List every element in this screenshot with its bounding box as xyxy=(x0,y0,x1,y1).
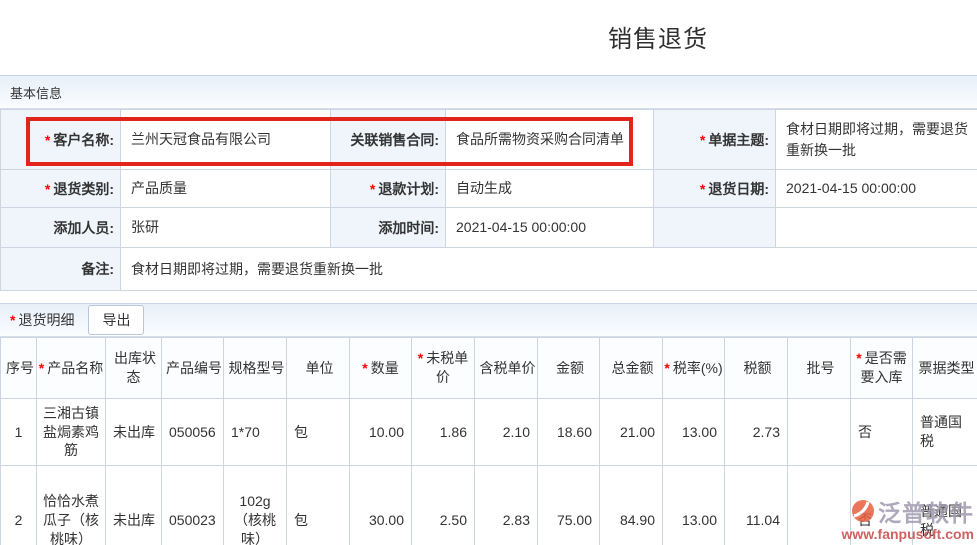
required-asterisk: * xyxy=(369,180,376,197)
required-asterisk: * xyxy=(699,131,706,148)
cell-product-code: 050023 xyxy=(161,465,224,545)
cell-tax-rate: 13.00 xyxy=(662,465,725,545)
customer-name-label: * 客户名称: xyxy=(0,109,121,170)
cell-amount: 75.00 xyxy=(537,465,600,545)
return-date-label: * 退货日期: xyxy=(653,169,776,208)
form-row-3: 添加人员: 张研 添加时间: 2021-04-15 00:00:00 xyxy=(0,207,977,248)
remark-label: 备注: xyxy=(0,247,121,291)
cell-outbound-status: 未出库 xyxy=(105,465,162,545)
related-sales-contract-label: 关联销售合同: xyxy=(330,109,446,170)
cell-batch-no xyxy=(787,398,851,466)
customer-name-value: 兰州天冠食品有限公司 xyxy=(120,109,331,170)
col-tax-rate: * 税率(%) xyxy=(662,337,725,399)
empty-value-cell xyxy=(775,207,977,248)
cell-need-inbound: 否 xyxy=(850,398,913,466)
required-asterisk: * xyxy=(699,180,706,197)
cell-outbound-status: 未出库 xyxy=(105,398,162,466)
cell-total-amount: 21.00 xyxy=(599,398,663,466)
section-header-basic-info: 基本信息 xyxy=(0,75,977,109)
detail-row-1: 1 三湘古镇 盐焗素鸡筋 未出库 050056 1*70 包 10.00 1.8… xyxy=(0,398,977,466)
col-amount: 金额 xyxy=(537,337,600,399)
detail-row-2: 2 恰恰水煮瓜子（核桃味） 未出库 050023 102g（核桃味） 包 30.… xyxy=(0,465,977,545)
cell-quantity: 10.00 xyxy=(349,398,412,466)
cell-price-taxed: 2.10 xyxy=(474,398,538,466)
added-by-label: 添加人员: xyxy=(0,207,121,248)
required-asterisk: * xyxy=(44,180,51,197)
cell-product-name: 三湘古镇 盐焗素鸡筋 xyxy=(36,398,106,466)
detail-header-row: 序号 * 产品名称 出库状态 产品编号 规格型号 单位 * 数量 * 未税单价 含税单… xyxy=(0,337,977,399)
cell-tax-amount: 2.73 xyxy=(724,398,788,466)
return-category-label: * 退货类别: xyxy=(0,169,121,208)
form-row-remark: 备注: 食材日期即将过期，需要退货重新换一批 xyxy=(0,247,977,291)
cell-invoice-type: 普通国税 xyxy=(912,465,977,545)
cell-spec-model: 102g（核桃味） xyxy=(223,465,287,545)
section-title-basic-info: 基本信息 xyxy=(10,85,63,101)
col-product-name: * 产品名称 xyxy=(36,337,106,399)
cell-seq: 1 xyxy=(0,398,37,466)
col-need-inbound: * 是否需要入库 xyxy=(850,337,913,399)
basic-info-form: * 客户名称: 兰州天冠食品有限公司 关联销售合同: 食品所需物资采购合同清单 *… xyxy=(0,109,977,291)
section-title-return-details: 退货明细 xyxy=(18,312,75,328)
col-seq: 序号 xyxy=(0,337,37,399)
col-unit: 单位 xyxy=(286,337,350,399)
col-tax-amount: 税额 xyxy=(724,337,788,399)
cell-total-amount: 84.90 xyxy=(599,465,663,545)
cell-batch-no xyxy=(787,465,851,545)
col-invoice-type: 票据类型 xyxy=(912,337,977,399)
form-row-1: * 客户名称: 兰州天冠食品有限公司 关联销售合同: 食品所需物资采购合同清单 *… xyxy=(0,109,977,170)
cell-invoice-type: 普通国税 xyxy=(912,398,977,466)
cell-price-pretax: 1.86 xyxy=(411,398,475,466)
added-by-value: 张研 xyxy=(120,207,331,248)
document-subject-value: 食材日期即将过期，需要退货重新换一批 xyxy=(775,109,977,170)
cell-unit: 包 xyxy=(286,398,350,466)
return-date-value: 2021-04-15 00:00:00 xyxy=(775,169,977,208)
cell-tax-amount: 11.04 xyxy=(724,465,788,545)
empty-label-cell xyxy=(653,207,776,248)
cell-tax-rate: 13.00 xyxy=(662,398,725,466)
cell-product-code: 050056 xyxy=(161,398,224,466)
required-asterisk: * xyxy=(44,131,51,148)
return-details-table: 序号 * 产品名称 出库状态 产品编号 规格型号 单位 * 数量 * 未税单价 含税单… xyxy=(0,337,977,545)
watermark: 泛普软件 www.fanpusoft.com xyxy=(842,494,974,542)
added-time-value: 2021-04-15 00:00:00 xyxy=(445,207,654,248)
watermark-brand-text: 泛普软件 xyxy=(878,500,974,526)
required-asterisk: * xyxy=(10,312,16,328)
col-total-amount: 总金额 xyxy=(599,337,663,399)
refund-plan-label: * 退款计划: xyxy=(330,169,446,208)
cell-amount: 18.60 xyxy=(537,398,600,466)
cell-quantity: 30.00 xyxy=(349,465,412,545)
refund-plan-value: 自动生成 xyxy=(445,169,654,208)
document-subject-label: * 单据主题: xyxy=(653,109,776,170)
cell-price-taxed: 2.83 xyxy=(474,465,538,545)
added-time-label: 添加时间: xyxy=(330,207,446,248)
col-batch-no: 批号 xyxy=(787,337,851,399)
cell-seq: 2 xyxy=(0,465,37,545)
remark-value: 食材日期即将过期，需要退货重新换一批 xyxy=(120,247,977,291)
section-header-return-details: * 退货明细 导出 xyxy=(0,303,977,337)
return-category-value: 产品质量 xyxy=(120,169,331,208)
cell-unit: 包 xyxy=(286,465,350,545)
col-spec-model: 规格型号 xyxy=(223,337,287,399)
watermark-url-text: www.fanpusoft.com xyxy=(841,526,974,542)
fanpu-logo-icon xyxy=(851,499,875,523)
related-sales-contract-value: 食品所需物资采购合同清单 xyxy=(445,109,654,170)
col-quantity: * 数量 xyxy=(349,337,412,399)
page-title: 销售退货 xyxy=(608,26,708,53)
cell-product-name: 恰恰水煮瓜子（核桃味） xyxy=(36,465,106,545)
col-price-taxed: 含税单价 xyxy=(474,337,538,399)
cell-price-pretax: 2.50 xyxy=(411,465,475,545)
export-button[interactable]: 导出 xyxy=(88,305,145,335)
cell-spec-model: 1*70 xyxy=(223,398,287,466)
col-product-code: 产品编号 xyxy=(161,337,224,399)
col-price-pretax: * 未税单价 xyxy=(411,337,475,399)
col-outbound-status: 出库状态 xyxy=(105,337,162,399)
form-row-2: * 退货类别: 产品质量 * 退款计划: 自动生成 * 退货日期: 2021-04-1… xyxy=(0,169,977,208)
